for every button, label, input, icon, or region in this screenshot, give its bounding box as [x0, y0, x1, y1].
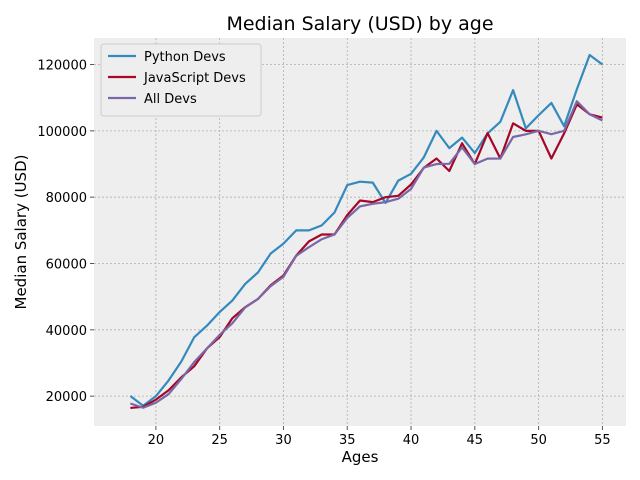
y-tick-label: 100000 [37, 125, 87, 140]
x-tick-label: 50 [530, 433, 547, 448]
y-tick-label: 60000 [46, 258, 87, 273]
series-layer [129, 53, 604, 410]
legend-label: JavaScript Devs [143, 71, 246, 86]
x-tick-label: 25 [211, 433, 228, 448]
x-axis-label: Ages [342, 448, 379, 466]
y-axis-ticks: 20000 40000 60000 80000 100000 120000 [37, 59, 94, 405]
legend-label: All Devs [144, 92, 197, 107]
x-tick-label: 20 [148, 433, 165, 448]
y-tick-label: 40000 [46, 324, 87, 339]
x-tick-label: 35 [339, 433, 356, 448]
y-tick-label: 80000 [46, 191, 87, 206]
series-line-all-devs [130, 100, 603, 409]
x-tick-label: 55 [594, 433, 611, 448]
legend: Python Devs JavaScript Devs All Devs [100, 43, 262, 117]
x-axis-ticks: 20 25 30 35 40 45 50 55 [148, 426, 611, 448]
x-tick-label: 45 [467, 433, 484, 448]
series-line-python-devs [129, 53, 604, 407]
x-tick-label: 30 [275, 433, 292, 448]
legend-label: Python Devs [144, 50, 226, 65]
legend-box [100, 43, 262, 117]
chart-title: Median Salary (USD) by age [226, 13, 493, 35]
x-tick-label: 40 [403, 433, 420, 448]
y-tick-label: 20000 [46, 390, 87, 405]
y-tick-label: 120000 [37, 59, 87, 74]
y-axis-label: Median Salary (USD) [12, 155, 30, 310]
